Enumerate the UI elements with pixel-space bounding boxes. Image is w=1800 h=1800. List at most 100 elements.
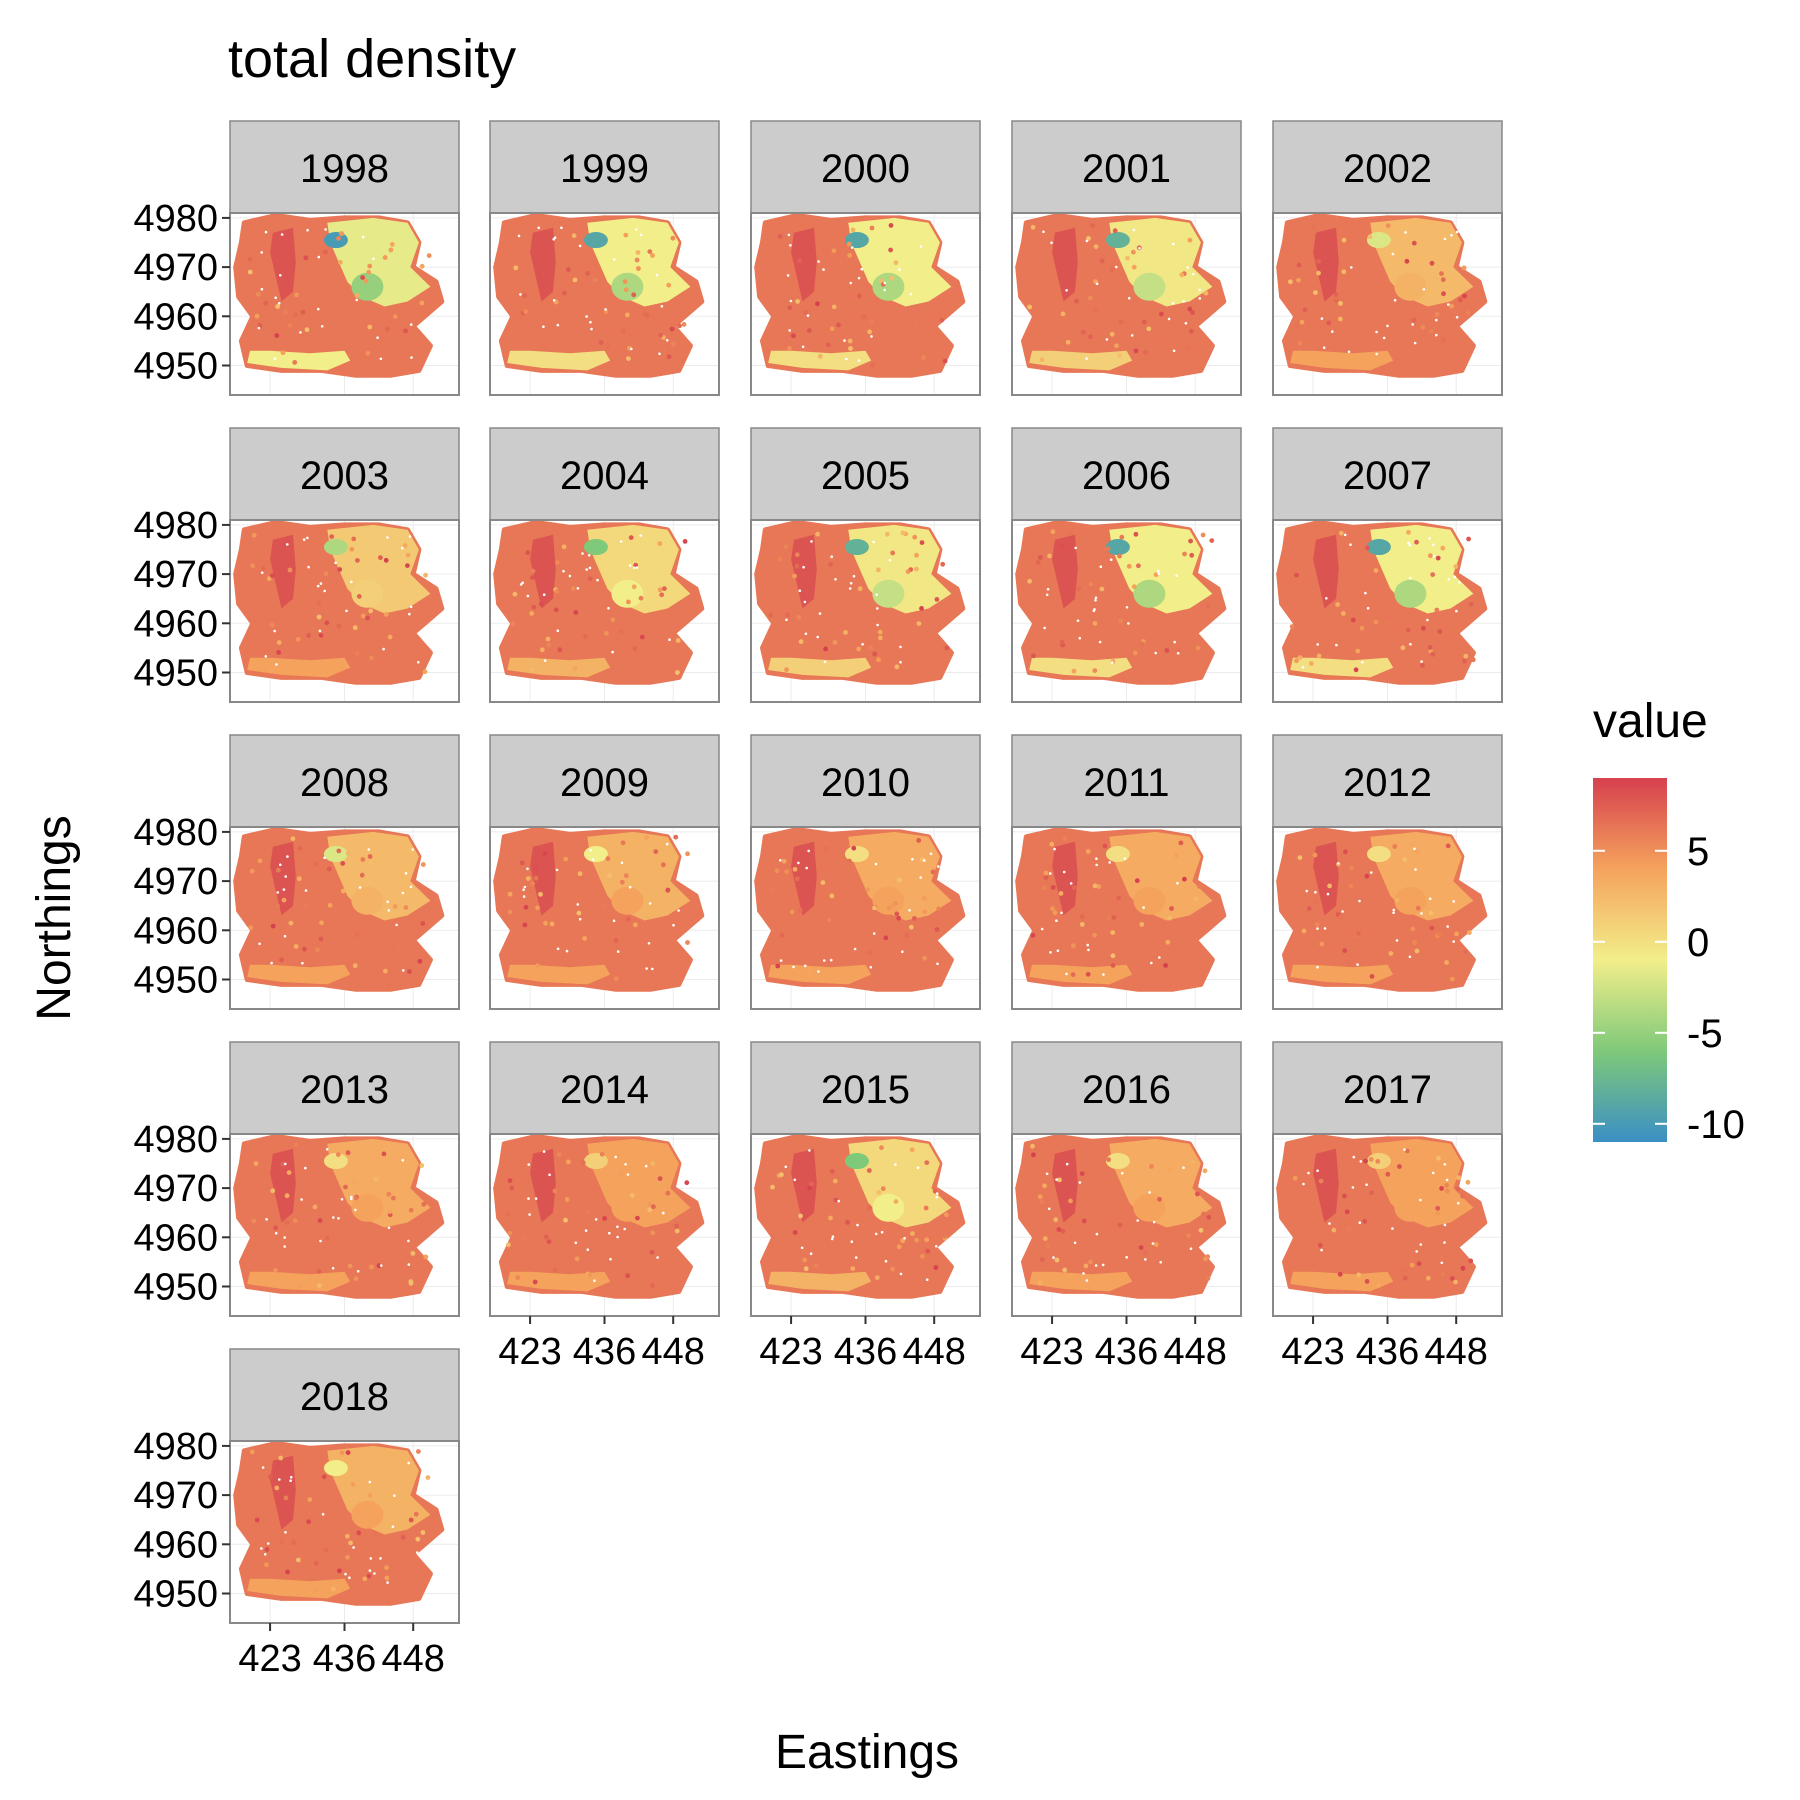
map-minimum-hotspot [1105,1153,1130,1170]
facet-strip [750,120,981,214]
map-low-core [611,886,644,915]
facet-label: 2001 [1082,147,1171,191]
panel-border [489,826,720,1010]
map-south-zone [507,964,611,985]
panel-border [1272,826,1503,1010]
map-speckles [249,1449,431,1593]
y-axis: 4950 4960 4970 4980 [133,505,230,694]
x-tick-label: 448 [1424,1331,1487,1373]
map-minimum-hotspot [583,846,608,863]
y-axis: 4950 4960 4970 4980 [133,198,230,387]
facet-panel: 2002 [1272,120,1503,396]
map-minimum-hotspot [323,1460,348,1477]
map-minimum-hotspot [323,232,348,249]
map-speckles [770,1145,949,1283]
facet-strip [229,734,460,828]
map-speckles [1030,1143,1212,1286]
y-tick-label: 4960 [133,1524,218,1566]
map-minimum-hotspot [583,232,608,249]
facet-panel: 1999 [489,120,720,396]
map-low-core [351,1193,384,1222]
legend-tick-label: -10 [1687,1103,1745,1147]
map-low-core [1394,1193,1427,1222]
panel-border [1011,212,1242,396]
map-minimum-hotspot [583,1153,608,1170]
map-low-core [1133,579,1166,608]
x-axis: 423 436 448 [1020,1316,1227,1373]
x-axis: 423 436 448 [498,1316,705,1373]
map-south-zone [247,964,351,985]
panel-border [750,212,981,396]
map-high-zone [1313,227,1339,302]
map-minimum-hotspot [844,1153,869,1170]
map-south-zone [1290,657,1394,678]
x-axis: 423 436 448 [1281,1316,1488,1373]
facet-panel: 2015 423 436 448 [750,1041,981,1373]
map-speckles [250,532,428,675]
facet-label: 2003 [300,454,389,498]
facet-strip [489,734,720,828]
map-low-core [1394,272,1427,301]
facet-panel: 2008 4950 4960 4970 4980 [133,734,460,1010]
facet-panels: 1998 4950 4960 4970 4980 1999 2000 2001 2002 2003… [133,120,1503,1680]
map-low-core [1133,1193,1166,1222]
facet-panel: 1998 4950 4960 4970 4980 [133,120,460,396]
map-south-zone [768,657,872,678]
y-tick-label: 4960 [133,603,218,645]
x-tick-label: 448 [1163,1331,1226,1373]
map-low-core [872,272,905,301]
map-south-zone [1029,964,1133,985]
facet-panel: 2012 [1272,734,1503,1010]
facet-label: 2009 [560,761,649,805]
facet-label: 2002 [1343,147,1432,191]
y-tick-label: 4980 [133,1119,218,1161]
facet-panel: 2018 4950 4960 4970 4980 423 436 448 [133,1348,460,1680]
facet-panel: 2003 4950 4960 4970 4980 [133,427,460,703]
x-tick-label: 448 [381,1638,444,1680]
x-tick-label: 448 [641,1331,704,1373]
map-speckles [251,1142,429,1289]
legend-title: value [1593,695,1708,748]
x-tick-label: 436 [1356,1331,1419,1373]
chart-title: total density [228,29,516,89]
facet-strip [489,120,720,214]
map-high-zone [530,1148,556,1223]
facet-panel: 2014 423 436 448 [489,1041,720,1373]
map-south-zone [1029,350,1133,371]
facet-label: 2010 [821,761,910,805]
facet-strip [1011,1041,1242,1135]
facet-label: 2000 [821,147,910,191]
map-speckles [768,530,950,673]
map-speckles [1288,221,1471,356]
map-speckles [247,228,432,365]
x-tick-label: 448 [902,1331,965,1373]
facet-label: 2016 [1082,1068,1171,1112]
map-minimum-hotspot [1366,539,1391,556]
facet-strip [1272,734,1503,828]
map-minimum-hotspot [1105,232,1130,249]
facet-strip [1272,427,1503,521]
panel-border [229,1133,460,1317]
facet-strip [1011,427,1242,521]
map-low-core [1394,579,1427,608]
facet-label: 2006 [1082,454,1171,498]
panel-border [489,519,720,703]
facet-strip [229,120,460,214]
map-high-zone [791,841,817,916]
map-high-zone [1313,1148,1339,1223]
y-tick-label: 4950 [133,1266,218,1308]
panel-border [1272,212,1503,396]
map-south-zone [507,1271,611,1292]
facet-strip [750,427,981,521]
y-tick-label: 4960 [133,296,218,338]
facet-panel: 2004 [489,427,720,703]
map-minimum-hotspot [1366,232,1391,249]
map-high-zone [1052,1148,1078,1223]
map-minimum-hotspot [1366,846,1391,863]
map-speckles [507,834,690,982]
y-axis: 4950 4960 4970 4980 [133,1119,230,1308]
y-tick-label: 4960 [133,1217,218,1259]
map-speckles [248,836,426,974]
map-high-zone [270,1455,296,1530]
map-south-zone [1290,350,1394,371]
